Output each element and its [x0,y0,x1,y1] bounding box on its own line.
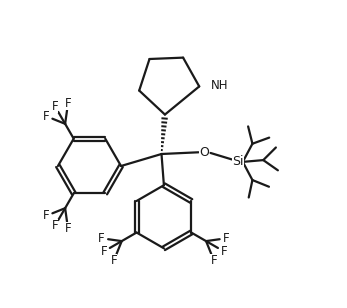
Text: F: F [65,222,71,235]
Text: F: F [211,254,217,267]
Text: NH: NH [211,79,228,91]
Text: F: F [51,99,58,112]
Text: F: F [223,232,230,245]
Text: F: F [51,220,58,233]
Text: Si: Si [232,156,244,168]
Text: F: F [65,97,71,110]
Text: F: F [98,232,105,245]
Text: F: F [43,110,49,123]
Text: O: O [200,146,209,159]
Text: F: F [111,254,117,267]
Text: F: F [101,245,107,258]
Text: F: F [43,209,49,222]
Text: F: F [221,245,227,258]
